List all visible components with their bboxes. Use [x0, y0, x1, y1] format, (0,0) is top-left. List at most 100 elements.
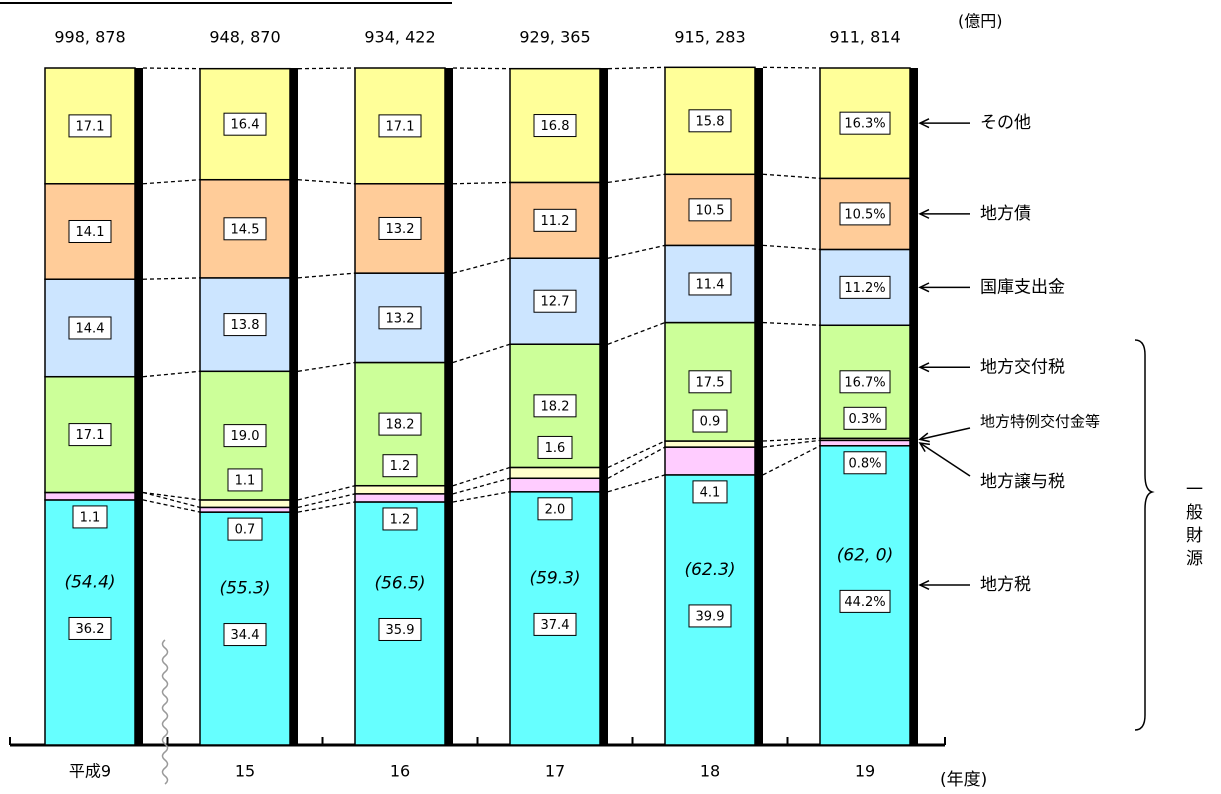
- value-label-box: [688, 109, 732, 133]
- value-label: 1.2: [390, 512, 411, 527]
- connector: [297, 361, 356, 372]
- legend-label: 地方交付税: [980, 357, 1065, 377]
- connector: [297, 67, 356, 70]
- connector: [607, 474, 666, 493]
- value-label: 16.8: [541, 119, 570, 134]
- connector: [142, 491, 201, 509]
- bar-segment: [819, 439, 911, 447]
- value-label: 35.9: [386, 623, 415, 638]
- value-label-box: [68, 423, 112, 447]
- value-label: 17.1: [76, 428, 105, 443]
- value-label-box: [839, 202, 891, 226]
- x-tick-label: 17: [545, 762, 565, 781]
- value-label-box: [68, 114, 112, 138]
- connector: [607, 66, 666, 70]
- bar-segment: [819, 177, 911, 251]
- general-revenue-label: (55.3): [219, 579, 270, 599]
- x-tick-label: 15: [235, 762, 255, 781]
- value-label-box: [68, 316, 112, 340]
- connector: [452, 477, 511, 495]
- value-label: 19.0: [231, 429, 260, 444]
- value-label-box: [223, 313, 267, 337]
- connector: [762, 439, 821, 448]
- bar-segment: [44, 67, 136, 185]
- connector: [762, 437, 821, 442]
- connector: [142, 277, 201, 280]
- general-revenue-title: 一般財源: [1182, 480, 1202, 572]
- value-label-box: [223, 217, 267, 241]
- connector: [762, 66, 821, 69]
- general-revenue-label: (62, 0): [837, 545, 894, 565]
- value-label-box: [839, 275, 891, 299]
- connector: [452, 257, 511, 274]
- connector: [452, 491, 511, 503]
- value-label: 36.2: [76, 622, 105, 637]
- value-label-box: [378, 306, 422, 330]
- connector: [607, 446, 666, 479]
- value-label-box: [688, 198, 732, 222]
- value-label: 1.2: [390, 459, 411, 474]
- value-label: 13.2: [386, 222, 415, 237]
- value-label: 17.1: [76, 119, 105, 134]
- value-label: 17.1: [386, 119, 415, 134]
- value-label-box: [72, 505, 108, 529]
- value-label-box: [537, 435, 573, 459]
- bar-shadow: [290, 68, 298, 745]
- bar-shadow: [755, 68, 763, 745]
- value-label-box: [537, 497, 573, 521]
- connector: [452, 466, 511, 487]
- bar-segment: [199, 499, 291, 509]
- legend-arrow-head: [918, 432, 930, 443]
- value-label-box: [378, 412, 422, 436]
- legend-arrow-head: [918, 118, 930, 129]
- value-label-box: [839, 370, 891, 394]
- bar-segment: [354, 493, 446, 503]
- connector: [762, 445, 821, 476]
- bar-segment: [509, 477, 601, 493]
- bar-segment: [664, 446, 756, 476]
- value-label: 0.9: [700, 415, 721, 430]
- bar-segment: [509, 466, 601, 480]
- bar-segment: [354, 484, 446, 495]
- unit-label: (億円): [958, 12, 1003, 31]
- legend-arrow: [919, 442, 971, 477]
- value-label-box: [378, 114, 422, 138]
- general-revenue-label: (62.3): [684, 560, 735, 580]
- value-label: 18.2: [541, 399, 570, 414]
- connector: [452, 67, 511, 70]
- general-revenue-label: (56.5): [374, 573, 425, 593]
- value-label: 2.0: [545, 502, 566, 517]
- value-label-box: [839, 589, 891, 613]
- value-label-box: [533, 208, 577, 232]
- value-label: 13.8: [231, 318, 260, 333]
- total-label: 948, 870: [209, 28, 280, 47]
- total-label: 911, 814: [829, 28, 900, 47]
- x-tick-label: 18: [700, 762, 720, 781]
- value-label-box: [533, 612, 577, 636]
- bar-shadow: [910, 68, 918, 745]
- connector: [297, 179, 356, 185]
- value-label-box: [839, 111, 891, 135]
- bar-shadow: [600, 68, 608, 745]
- value-label: 16.4: [231, 118, 260, 133]
- value-label-box: [382, 454, 418, 478]
- value-label-box: [227, 517, 263, 541]
- bar-segment: [664, 440, 756, 448]
- value-label: 39.9: [696, 609, 725, 624]
- general-revenue-label: (54.4): [64, 572, 115, 592]
- connector: [142, 67, 201, 70]
- bar-segment: [44, 491, 136, 501]
- legend-label: 地方債: [980, 204, 1031, 224]
- legend-arrow-head: [918, 282, 930, 293]
- value-label: 0.3%: [848, 412, 881, 427]
- value-label: 16.7%: [844, 375, 885, 390]
- connector: [762, 173, 821, 179]
- connector: [297, 485, 356, 501]
- value-label-box: [688, 272, 732, 296]
- value-label: 18.2: [386, 418, 415, 433]
- legend-label: 地方譲与税: [980, 472, 1065, 492]
- value-label-box: [227, 468, 263, 492]
- value-label: 0.7: [235, 523, 256, 538]
